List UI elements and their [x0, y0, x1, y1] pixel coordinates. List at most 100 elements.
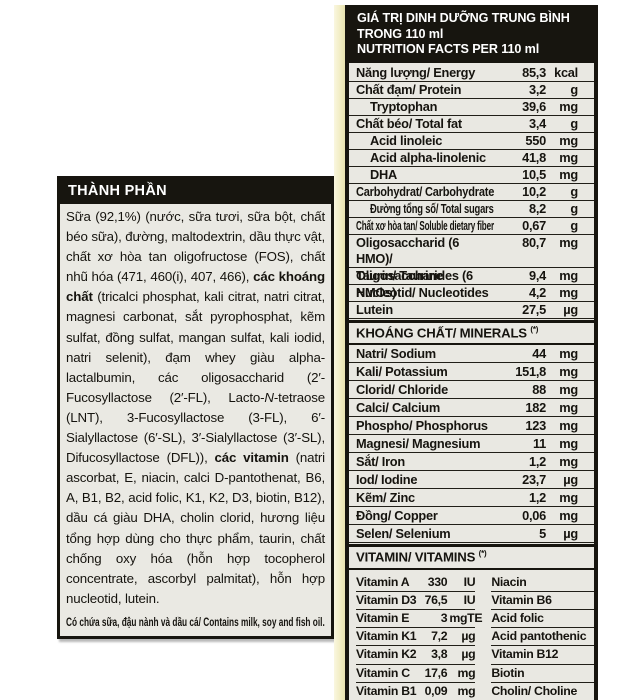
- nutrient-value: 88: [532, 382, 546, 398]
- nutrient-unit: µg: [563, 472, 578, 488]
- ingredients-segment: (natri ascorbat, E, niacin, calci D-pant…: [66, 450, 325, 606]
- nutrient-value: 23,7: [522, 472, 546, 488]
- nutrient-unit: mg: [559, 267, 578, 283]
- nutrient-unit: µg: [563, 301, 578, 317]
- nutrient-value: 0,09: [424, 683, 448, 698]
- nutrient-unit: mg: [559, 364, 578, 380]
- nutrient-row: Chất béo/ Total fat 3,4 g: [349, 116, 594, 133]
- nutrient-unit: mg: [559, 166, 578, 182]
- nutrient-value: 10,2: [522, 183, 546, 199]
- nutrient-row: Acid pantothenic0,55mg: [491, 628, 594, 647]
- nutrient-value: 123: [525, 418, 546, 434]
- nutrient-label: Chất béo/ Total fat: [356, 115, 462, 131]
- nutrition-main-rows: Năng lượng/ Energy 85,3 kcal Chất đạm/ Prot…: [349, 63, 594, 319]
- nutrient-row: Vitamin C 17,6 mg: [356, 665, 476, 683]
- nutrient-unit: mg: [559, 98, 578, 114]
- nutrient-unit: mg: [559, 418, 578, 434]
- nutrient-label: Kali/ Potassium: [356, 364, 448, 380]
- nutrient-value: 1,4: [586, 574, 594, 592]
- nutrient-label: Đường tổng số/ Total sugars: [370, 200, 494, 216]
- nutrient-row: Acid alpha-linolenic 41,8 mg: [349, 150, 594, 167]
- nutrient-row: Iod/ Iodine 23,7 µg: [349, 471, 594, 490]
- nutrient-value: 3,4: [528, 115, 546, 131]
- ingredients-text: Sữa (92,1%) (nước, sữa tươi, sữa bột, ch…: [60, 204, 331, 613]
- nutrient-label: Iod/ Iodine: [356, 472, 418, 488]
- nutrient-label: Acid folic: [491, 610, 544, 625]
- nutrient-row: Phospho/ Phosphorus 123 mg: [349, 417, 594, 436]
- nutrient-unit: mg: [559, 284, 578, 300]
- nutrition-title-en: NUTRITION FACTS PER 110 ml: [357, 42, 540, 57]
- nutrient-value: 1,2: [528, 454, 546, 470]
- vitamins-column-right: Niacin1,4mgVitamin B60,13mgAcid folic23,…: [491, 574, 594, 700]
- ingredients-segment: N: [264, 389, 274, 405]
- nutrient-label: Acid pantothenic: [491, 629, 587, 644]
- nutrient-label: Kẽm/ Zinc: [356, 490, 415, 506]
- minerals-footnote-mark: (*): [530, 324, 539, 334]
- nutrient-label: Vitamin B1: [356, 683, 417, 698]
- nutrient-value: 41,8: [522, 149, 546, 165]
- nutrient-row: Selen/ Selenium 5 µg: [349, 525, 594, 544]
- nutrient-unit: kcal: [554, 64, 578, 80]
- nutrient-label: Natri/ Sodium: [356, 346, 436, 362]
- nutrient-value: 7,2: [431, 629, 448, 644]
- nutrient-row: Vitamin K1 7,2 µg: [356, 628, 476, 647]
- package-edge-strip: [334, 5, 345, 700]
- nutrient-label: Vitamin B6: [491, 592, 552, 607]
- nutrient-row: Natri/ Sodium 44 mg: [349, 345, 594, 364]
- ingredients-panel: THÀNH PHẦN Sữa (92,1%) (nước, sữa tươi, …: [57, 176, 334, 639]
- nutrient-label: Cholin/ Choline: [491, 683, 577, 698]
- nutrient-row: Oligosaccharid (6 HMO)/ Oligosaccharides…: [349, 235, 594, 300]
- nutrient-row: Acid linoleic 550 mg: [349, 133, 594, 150]
- nutrient-label: Niacin: [491, 574, 527, 589]
- nutrient-value: 9,4: [528, 267, 546, 283]
- nutrient-row: Vitamin B1 0,09 mg: [356, 683, 476, 700]
- nutrient-label: Nucleotid/ Nucleotides: [356, 284, 489, 300]
- nutrient-label: Đồng/ Copper: [356, 508, 438, 524]
- nutrient-label: Chất xơ hòa tan/ Soluble dietary fiber: [356, 217, 494, 233]
- nutrient-label: Selen/ Selenium: [356, 526, 451, 542]
- nutrient-value: 3: [440, 610, 448, 625]
- nutrient-value: 1,2: [528, 490, 546, 506]
- nutrient-label: Biotin: [491, 665, 525, 680]
- nutrient-row: Vitamin A 330 IU: [356, 574, 476, 592]
- nutrient-unit: mg: [559, 454, 578, 470]
- nutrient-row: Cholin/ Choline26,4mg: [491, 683, 594, 700]
- nutrient-label: Lutein: [356, 301, 393, 317]
- minerals-header: KHOÁNG CHẤT/ MINERALS (*): [349, 319, 594, 346]
- vitamins-grid: Vitamin A 330 IU Vitamin D3 76,5 IU Vitamin E 3…: [349, 570, 594, 700]
- nutrient-row: Vitamin B60,13mg: [491, 592, 594, 610]
- nutrient-value: 0,67: [522, 217, 546, 233]
- nutrient-row: DHA 10,5 mg: [349, 167, 594, 184]
- nutrient-row: Tryptophan 39,6 mg: [349, 99, 594, 116]
- nutrient-value: 26,4: [586, 683, 594, 700]
- nutrient-row: Carbohydrat/ Carbohydrate 10,2 g: [349, 184, 594, 201]
- nutrient-row: Lutein 27,5 µg: [349, 302, 594, 319]
- nutrient-value: 330: [427, 574, 448, 589]
- nutrient-value: 17,6: [424, 665, 448, 680]
- nutrient-label: DHA: [370, 166, 397, 182]
- nutrient-label: Vitamin C: [356, 665, 410, 680]
- nutrient-unit: IU: [463, 592, 476, 607]
- nutrient-row: Niacin1,4mg: [491, 574, 594, 592]
- nutrition-title: GIÁ TRỊ DINH DƯỠNG TRUNG BÌNH TRONG 110 …: [349, 5, 594, 63]
- nutrient-row: Chất xơ hòa tan/ Soluble dietary fiber 0,…: [349, 218, 594, 235]
- nutrient-value: 0,13: [586, 592, 594, 610]
- nutrient-label: Vitamin A: [356, 574, 410, 589]
- nutrient-value: 23,1: [586, 610, 594, 628]
- nutrient-unit: mg: [559, 436, 578, 452]
- nutrient-unit: mg: [559, 382, 578, 398]
- nutrient-unit: mg: [559, 490, 578, 506]
- nutrient-row: Chất đạm/ Protein 3,2 g: [349, 82, 594, 99]
- nutrient-unit: g: [570, 183, 578, 199]
- nutrient-value: 0,55: [586, 628, 594, 646]
- nutrient-row: Năng lượng/ Energy 85,3 kcal: [349, 65, 594, 82]
- nutrient-unit: mg: [457, 665, 476, 680]
- nutrient-unit: g: [570, 200, 578, 216]
- nutrient-label: Tryptophan: [370, 98, 438, 114]
- nutrient-value: 4,2: [528, 284, 546, 300]
- nutrient-label: Vitamin D3: [356, 592, 417, 607]
- nutrient-value: 5: [539, 526, 546, 542]
- nutrient-row: Vitamin B120,33µg: [491, 646, 594, 665]
- nutrient-label: Oligosaccharid (6 HMO)/ Oligosaccharides…: [356, 234, 473, 300]
- nutrient-label: Carbohydrat/ Carbohydrate: [356, 183, 495, 199]
